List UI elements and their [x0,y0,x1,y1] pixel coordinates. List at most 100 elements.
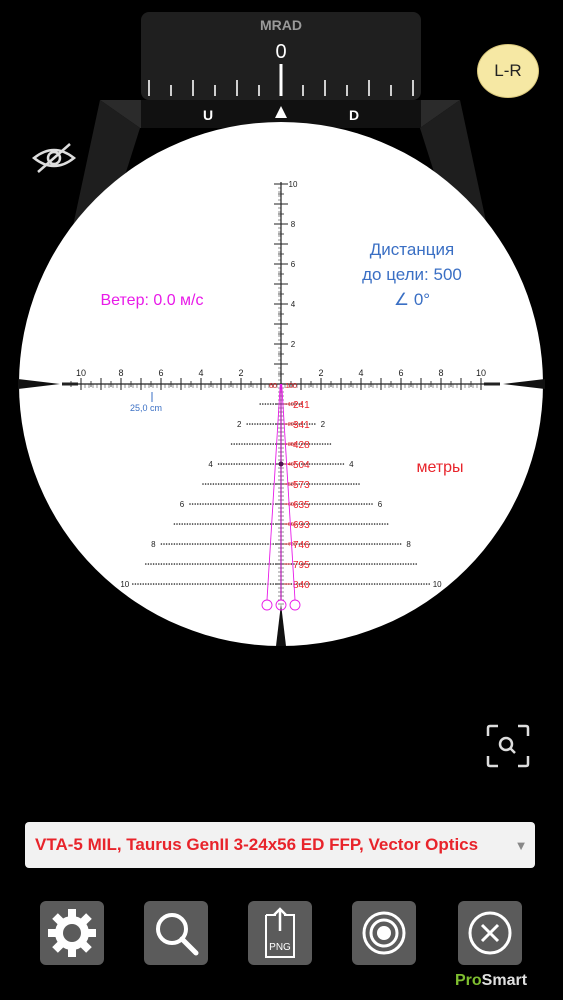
tree-dot [207,563,209,565]
tree-dot [327,523,329,525]
tree-dot [308,443,311,445]
tree-dot [230,583,233,585]
tree-dot [316,583,319,585]
tree-dot [308,523,311,525]
tree-dot [345,563,347,565]
turret-down-label: D [349,107,359,123]
tree-dot [324,563,327,565]
tree-dot [319,483,321,485]
export-png-button[interactable]: PNG [248,901,312,965]
tree-dot [238,523,241,525]
tree-dot [340,503,342,505]
tree-dot [397,583,399,585]
tree-dot [353,483,355,485]
turret-up-label: U [203,107,213,123]
tree-dot [295,563,298,565]
tree-dot [332,483,334,485]
target-button[interactable] [352,901,416,965]
tree-dot [353,563,355,565]
zoom-fit-icon[interactable] [486,724,530,768]
tree-dot [340,523,342,525]
tree-dot [210,503,212,505]
angle-label: ∠ 0° [394,290,430,309]
tree-dot [251,483,254,485]
eye-hidden-icon[interactable] [30,140,78,176]
tree-dot [225,543,228,545]
tree-dot [363,583,366,585]
tree-dot [262,523,264,525]
tree-dot [303,523,306,525]
lr-toggle-button[interactable]: L-R [477,44,539,98]
tree-dot [259,563,262,565]
tree-dot [264,583,267,585]
tree-dot [210,483,212,485]
turret-indicator-icon [275,106,287,118]
tree-dot [202,503,204,505]
tree-dot [295,403,298,405]
tree-dot [223,583,225,585]
tree-dot [233,503,235,505]
lr-button-label: L-R [494,61,522,80]
tree-level-label-left: 4 [208,460,213,469]
tree-dot [301,583,303,585]
tree-dot [145,583,147,585]
v-tick-label: 4 [291,300,296,309]
tree-dot [233,483,235,485]
range-small-label: 665 [288,522,297,528]
tree-dot [301,463,303,465]
h-tick-label-left: 4 [198,368,203,378]
tree-dot [191,563,194,565]
tree-dot [212,543,215,545]
tree-dot [165,583,168,585]
close-button[interactable] [458,901,522,965]
tree-dot [272,563,275,565]
tree-dot [303,463,306,465]
tree-dot [225,503,228,505]
tree-dot [241,563,243,565]
tree-dot [293,523,295,525]
tree-dot [217,583,220,585]
tree-dot [254,483,256,485]
tree-dot [181,583,183,585]
tree-dot [327,443,329,445]
tree-dot [264,483,267,485]
h-tick-label-right: 10 [476,368,486,378]
search-button[interactable] [144,901,208,965]
tree-dot [360,543,363,545]
tree-dot [197,523,199,525]
tree-dot [371,563,373,565]
tree-dot [158,583,160,585]
tree-dot [199,523,202,525]
tree-dot [381,543,384,545]
tree-dot [184,543,186,545]
tree-dot [272,483,275,485]
tree-dot [272,523,275,525]
tree-dot [210,543,212,545]
tree-dot [181,543,183,545]
tree-dot [386,563,389,565]
tree-dot [301,443,303,445]
tree-dot [202,523,204,525]
tree-dot [246,423,248,425]
tree-dot [249,483,251,485]
tree-dot [428,583,431,585]
tree-dot [368,503,371,505]
tree-dot [267,423,269,425]
tree-dot [306,523,308,525]
tree-dot [155,563,157,565]
tree-dot [366,523,368,525]
tree-dot [160,583,163,585]
wind-line [266,383,281,601]
tree-dot [314,423,316,425]
tree-dot [316,523,319,525]
tree-dot [264,543,267,545]
tree-dot [298,423,301,425]
range-label: 840 [293,580,310,591]
tree-dot [347,543,350,545]
reticle-select[interactable]: VTA-5 MIL, Taurus GenII 3-24x56 ED FFP, … [25,822,535,868]
tree-dot [262,423,264,425]
tree-dot [230,523,233,525]
tree-dot [267,543,269,545]
settings-button[interactable] [40,901,104,965]
tree-dot [301,563,303,565]
